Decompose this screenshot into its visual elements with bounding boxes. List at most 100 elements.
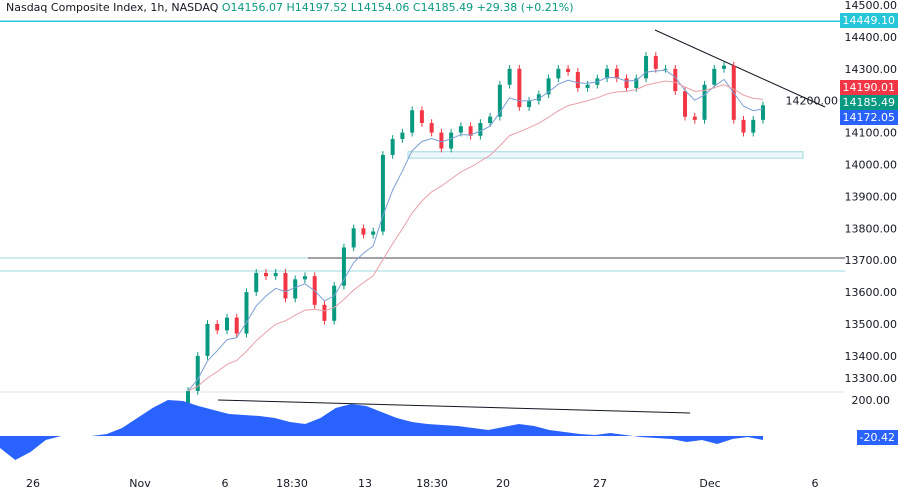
candle-body (722, 65, 727, 69)
osc-value-label: -20.42 (856, 430, 898, 445)
candle-body (673, 68, 678, 92)
candle-body (244, 292, 249, 334)
x-tick-label: 18:30 (276, 477, 308, 490)
candle-body (273, 272, 278, 277)
candle-body (683, 91, 688, 117)
y-tick-label: 14300.00 (845, 63, 898, 76)
candle-body (254, 272, 259, 293)
candle-body (371, 231, 376, 235)
candle-body (332, 285, 337, 321)
x-tick-label: Dec (699, 477, 720, 490)
x-tick-label: 18:30 (416, 477, 448, 490)
candle-body (702, 84, 707, 120)
candle-body (468, 126, 473, 136)
candle-body (653, 56, 658, 69)
candle-body (205, 324, 210, 356)
y-tick-label: 14100.00 (845, 127, 898, 140)
price-label-slow-ma: 14190.01 (839, 80, 898, 95)
candle-body (751, 119, 756, 133)
osc-tick-label: 200.00 (852, 394, 891, 407)
candle-body (283, 272, 288, 299)
y-tick-label: 13600.00 (845, 286, 898, 299)
candle-body (507, 68, 512, 85)
candle-body (536, 94, 541, 101)
candle-body (644, 56, 649, 79)
candle-body (478, 123, 483, 136)
slow-ma-line (187, 80, 764, 392)
price-label-last: 14185.49 (839, 95, 898, 110)
candle-body (663, 68, 668, 70)
oscillator-area (0, 400, 763, 460)
demand-zone (407, 151, 804, 159)
symbol-title: Nasdaq Composite Index, 1h, NASDAQ (6, 1, 219, 14)
candle-body (741, 119, 746, 133)
y-tick-label: 13300.00 (845, 372, 898, 385)
candle-body (556, 68, 561, 79)
candle-body (380, 154, 385, 232)
candle-body (575, 71, 580, 88)
price-label-fast-ma: 14172.05 (839, 110, 898, 125)
candle-body (293, 279, 298, 299)
y-tick-label: 14400.00 (845, 31, 898, 44)
candle-body (605, 68, 610, 79)
candle-body (419, 110, 424, 124)
candle-body (614, 68, 619, 79)
chart-header: Nasdaq Composite Index, 1h, NASDAQ O1415… (6, 1, 574, 14)
candle-body (449, 132, 454, 149)
candle-body (361, 228, 366, 235)
x-tick-label: 26 (26, 477, 40, 490)
candle-body (566, 68, 571, 72)
candle-body (390, 138, 395, 155)
y-tick-label: 13800.00 (845, 222, 898, 235)
x-tick-label: 6 (222, 477, 229, 490)
x-tick-label: 6 (812, 477, 819, 490)
candle-body (488, 116, 493, 124)
y-tick-label: 13400.00 (845, 350, 898, 363)
candle-body (322, 304, 327, 321)
candle-body (429, 123, 434, 133)
ohlc-close: C14185.49 (412, 1, 474, 14)
candle-body (546, 78, 551, 95)
candle-body (458, 126, 463, 133)
candle-body (224, 317, 229, 331)
y-tick-label: 14000.00 (845, 159, 898, 172)
price-label-level: 14449.10 (839, 13, 898, 28)
candle-body (517, 68, 522, 108)
candle-body (195, 355, 200, 391)
ohlc-open: O14156.07 (221, 1, 284, 14)
candle-body (692, 116, 697, 120)
candle-body (712, 68, 717, 85)
candle-body (585, 84, 590, 88)
candle-body (186, 390, 190, 404)
trendline (654, 29, 826, 108)
y-tick-label: 14500.00 (845, 0, 898, 12)
candle-body (634, 78, 639, 88)
y-tick-label: 13900.00 (845, 190, 898, 203)
candle-body (302, 276, 307, 280)
candle-body (341, 247, 346, 286)
candle-body (351, 228, 356, 248)
candle-body (439, 132, 444, 149)
ohlc-low: L14154.06 (350, 1, 410, 14)
candle-body (263, 272, 268, 277)
oscillator-divergence-line (217, 399, 691, 414)
candle-body (497, 84, 502, 117)
candle-body (215, 324, 220, 331)
candle-body (234, 317, 239, 334)
fast-ma-line (187, 69, 764, 392)
candle-body (410, 110, 415, 133)
x-tick-label: 27 (593, 477, 607, 490)
x-tick-label: 13 (358, 477, 372, 490)
candle-body (761, 105, 765, 120)
y-tick-label: 13500.00 (845, 318, 898, 331)
ohlc-high: H14197.52 (286, 1, 348, 14)
candle-body (624, 78, 629, 88)
candle-body (400, 132, 405, 139)
ohlc-change: +29.38 (+0.21%) (476, 1, 574, 14)
x-tick-label: 20 (496, 477, 510, 490)
candle-body (527, 100, 532, 108)
y-tick-label: 13700.00 (845, 254, 898, 267)
x-tick-label: Nov (129, 477, 151, 490)
